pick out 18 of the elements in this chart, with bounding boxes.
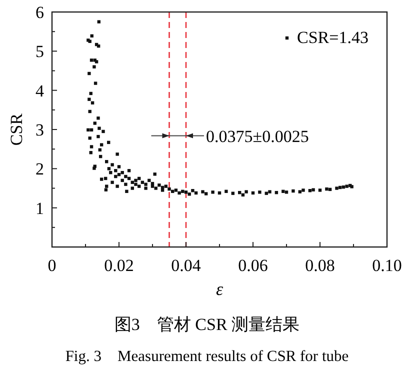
y-tick-label: 3 bbox=[36, 120, 44, 140]
y-axis-title: CSR bbox=[7, 112, 26, 146]
y-tick-label: 1 bbox=[36, 198, 44, 218]
y-tick-label: 5 bbox=[36, 42, 44, 62]
x-tick-label: 0.08 bbox=[305, 256, 335, 275]
x-tick-label: 0.02 bbox=[104, 256, 134, 275]
x-tick-label: 0.04 bbox=[171, 256, 202, 275]
x-tick-label: 0.06 bbox=[238, 256, 268, 275]
x-tick-label: 0 bbox=[48, 256, 56, 275]
legend: CSR=1.43 bbox=[285, 28, 368, 47]
x-tick-label: 0.10 bbox=[372, 256, 402, 275]
text: Fig. 3 Measurement results of CSR for tube bbox=[65, 348, 349, 365]
y-tick-label: 4 bbox=[36, 81, 44, 100]
annotation: 0.0375±0.0025 bbox=[206, 126, 309, 146]
x-axis-title: ε bbox=[216, 279, 224, 299]
text: 图3 管材 CSR 测量结果 bbox=[114, 315, 300, 334]
y-tick-label: 6 bbox=[36, 3, 44, 22]
y-tick-label: 2 bbox=[36, 160, 44, 179]
